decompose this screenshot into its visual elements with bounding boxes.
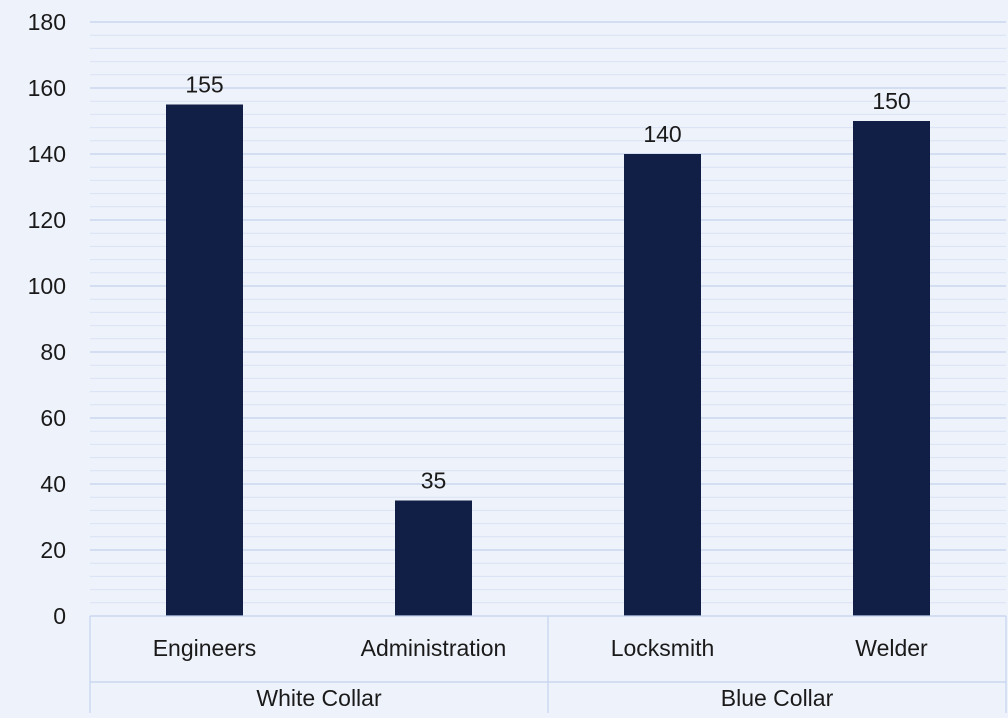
- data-label: 140: [643, 121, 681, 147]
- y-tick-label: 80: [40, 339, 66, 365]
- y-tick-label: 60: [40, 405, 66, 431]
- bar-administration: [395, 500, 472, 616]
- y-tick-label: 140: [28, 141, 66, 167]
- x-category-label: Engineers: [153, 635, 257, 661]
- y-tick-label: 120: [28, 207, 66, 233]
- x-group-label: White Collar: [256, 685, 382, 711]
- data-label: 150: [872, 88, 910, 114]
- y-tick-label: 180: [28, 9, 66, 35]
- data-label: 35: [421, 468, 447, 494]
- bar-welder: [853, 121, 930, 616]
- y-tick-label: 100: [28, 273, 66, 299]
- data-labels: 155 35 140 150: [185, 72, 910, 494]
- y-tick-label: 160: [28, 75, 66, 101]
- bar-locksmith: [624, 154, 701, 616]
- data-label: 155: [185, 72, 223, 98]
- bars: [166, 104, 930, 616]
- x-group-label: Blue Collar: [721, 685, 834, 711]
- y-axis-tick-labels: 0 20 40 60 80 100 120 140 160 180: [28, 9, 66, 629]
- x-axis: Engineers Administration Locksmith Welder Wh…: [89, 615, 1007, 713]
- x-category-label: Welder: [855, 635, 928, 661]
- y-tick-label: 40: [40, 471, 66, 497]
- bar-engineers: [166, 104, 243, 616]
- y-tick-label: 20: [40, 537, 66, 563]
- x-category-label: Administration: [361, 635, 507, 661]
- y-tick-label: 0: [53, 603, 66, 629]
- x-category-label: Locksmith: [611, 635, 715, 661]
